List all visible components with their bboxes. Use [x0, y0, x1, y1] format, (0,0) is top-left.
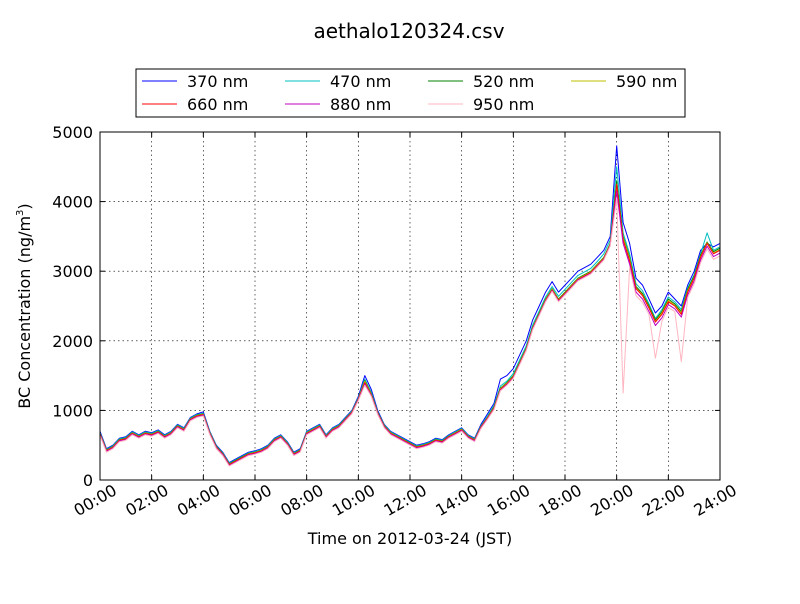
- series-line-370-nm: [99, 145, 721, 464]
- legend-label: 950 nm: [473, 95, 534, 114]
- x-axis-label: Time on 2012-03-24 (JST): [307, 529, 512, 548]
- y-tick-label: 5000: [52, 123, 93, 142]
- plot-area: [100, 132, 720, 480]
- y-axis-label-main: BC Concentration (ng/m: [15, 216, 34, 409]
- y-tick-label: 0: [83, 471, 93, 490]
- y-axis-label-superscript: 3: [15, 210, 26, 216]
- axis-ticks: [99, 131, 721, 481]
- y-tick-label: 1000: [52, 401, 93, 420]
- y-tick-label: 4000: [52, 193, 93, 212]
- legend-label: 520 nm: [473, 72, 534, 91]
- series-line-950-nm: [99, 197, 721, 467]
- y-tick-label: 3000: [52, 262, 93, 281]
- legend-label: 370 nm: [187, 72, 248, 91]
- chart-title: aethalo120324.csv: [313, 19, 504, 43]
- legend-label: 880 nm: [330, 95, 391, 114]
- legend-label: 590 nm: [616, 72, 677, 91]
- series-line-880-nm: [99, 190, 721, 466]
- series-lines: [99, 145, 721, 467]
- y-axis-label-tail: ): [15, 203, 34, 209]
- legend-box: [135, 68, 686, 118]
- y-axis-label: BC Concentration (ng/m3): [15, 203, 34, 408]
- series-line-470-nm: [99, 166, 721, 464]
- legend: 370 nm 470 nm 520 nm 590 nm 660 nm 880 nm 950 …: [135, 68, 686, 118]
- series-line-660-nm: [99, 183, 721, 466]
- y-tick-label: 2000: [52, 332, 93, 351]
- legend-label: 470 nm: [330, 72, 391, 91]
- legend-label: 660 nm: [187, 95, 248, 114]
- y-tick-labels: 0 1000 2000 3000 4000 5000: [52, 123, 93, 490]
- legend-entries: 370 nm 470 nm 520 nm 590 nm 660 nm 880 nm 950 …: [142, 72, 677, 114]
